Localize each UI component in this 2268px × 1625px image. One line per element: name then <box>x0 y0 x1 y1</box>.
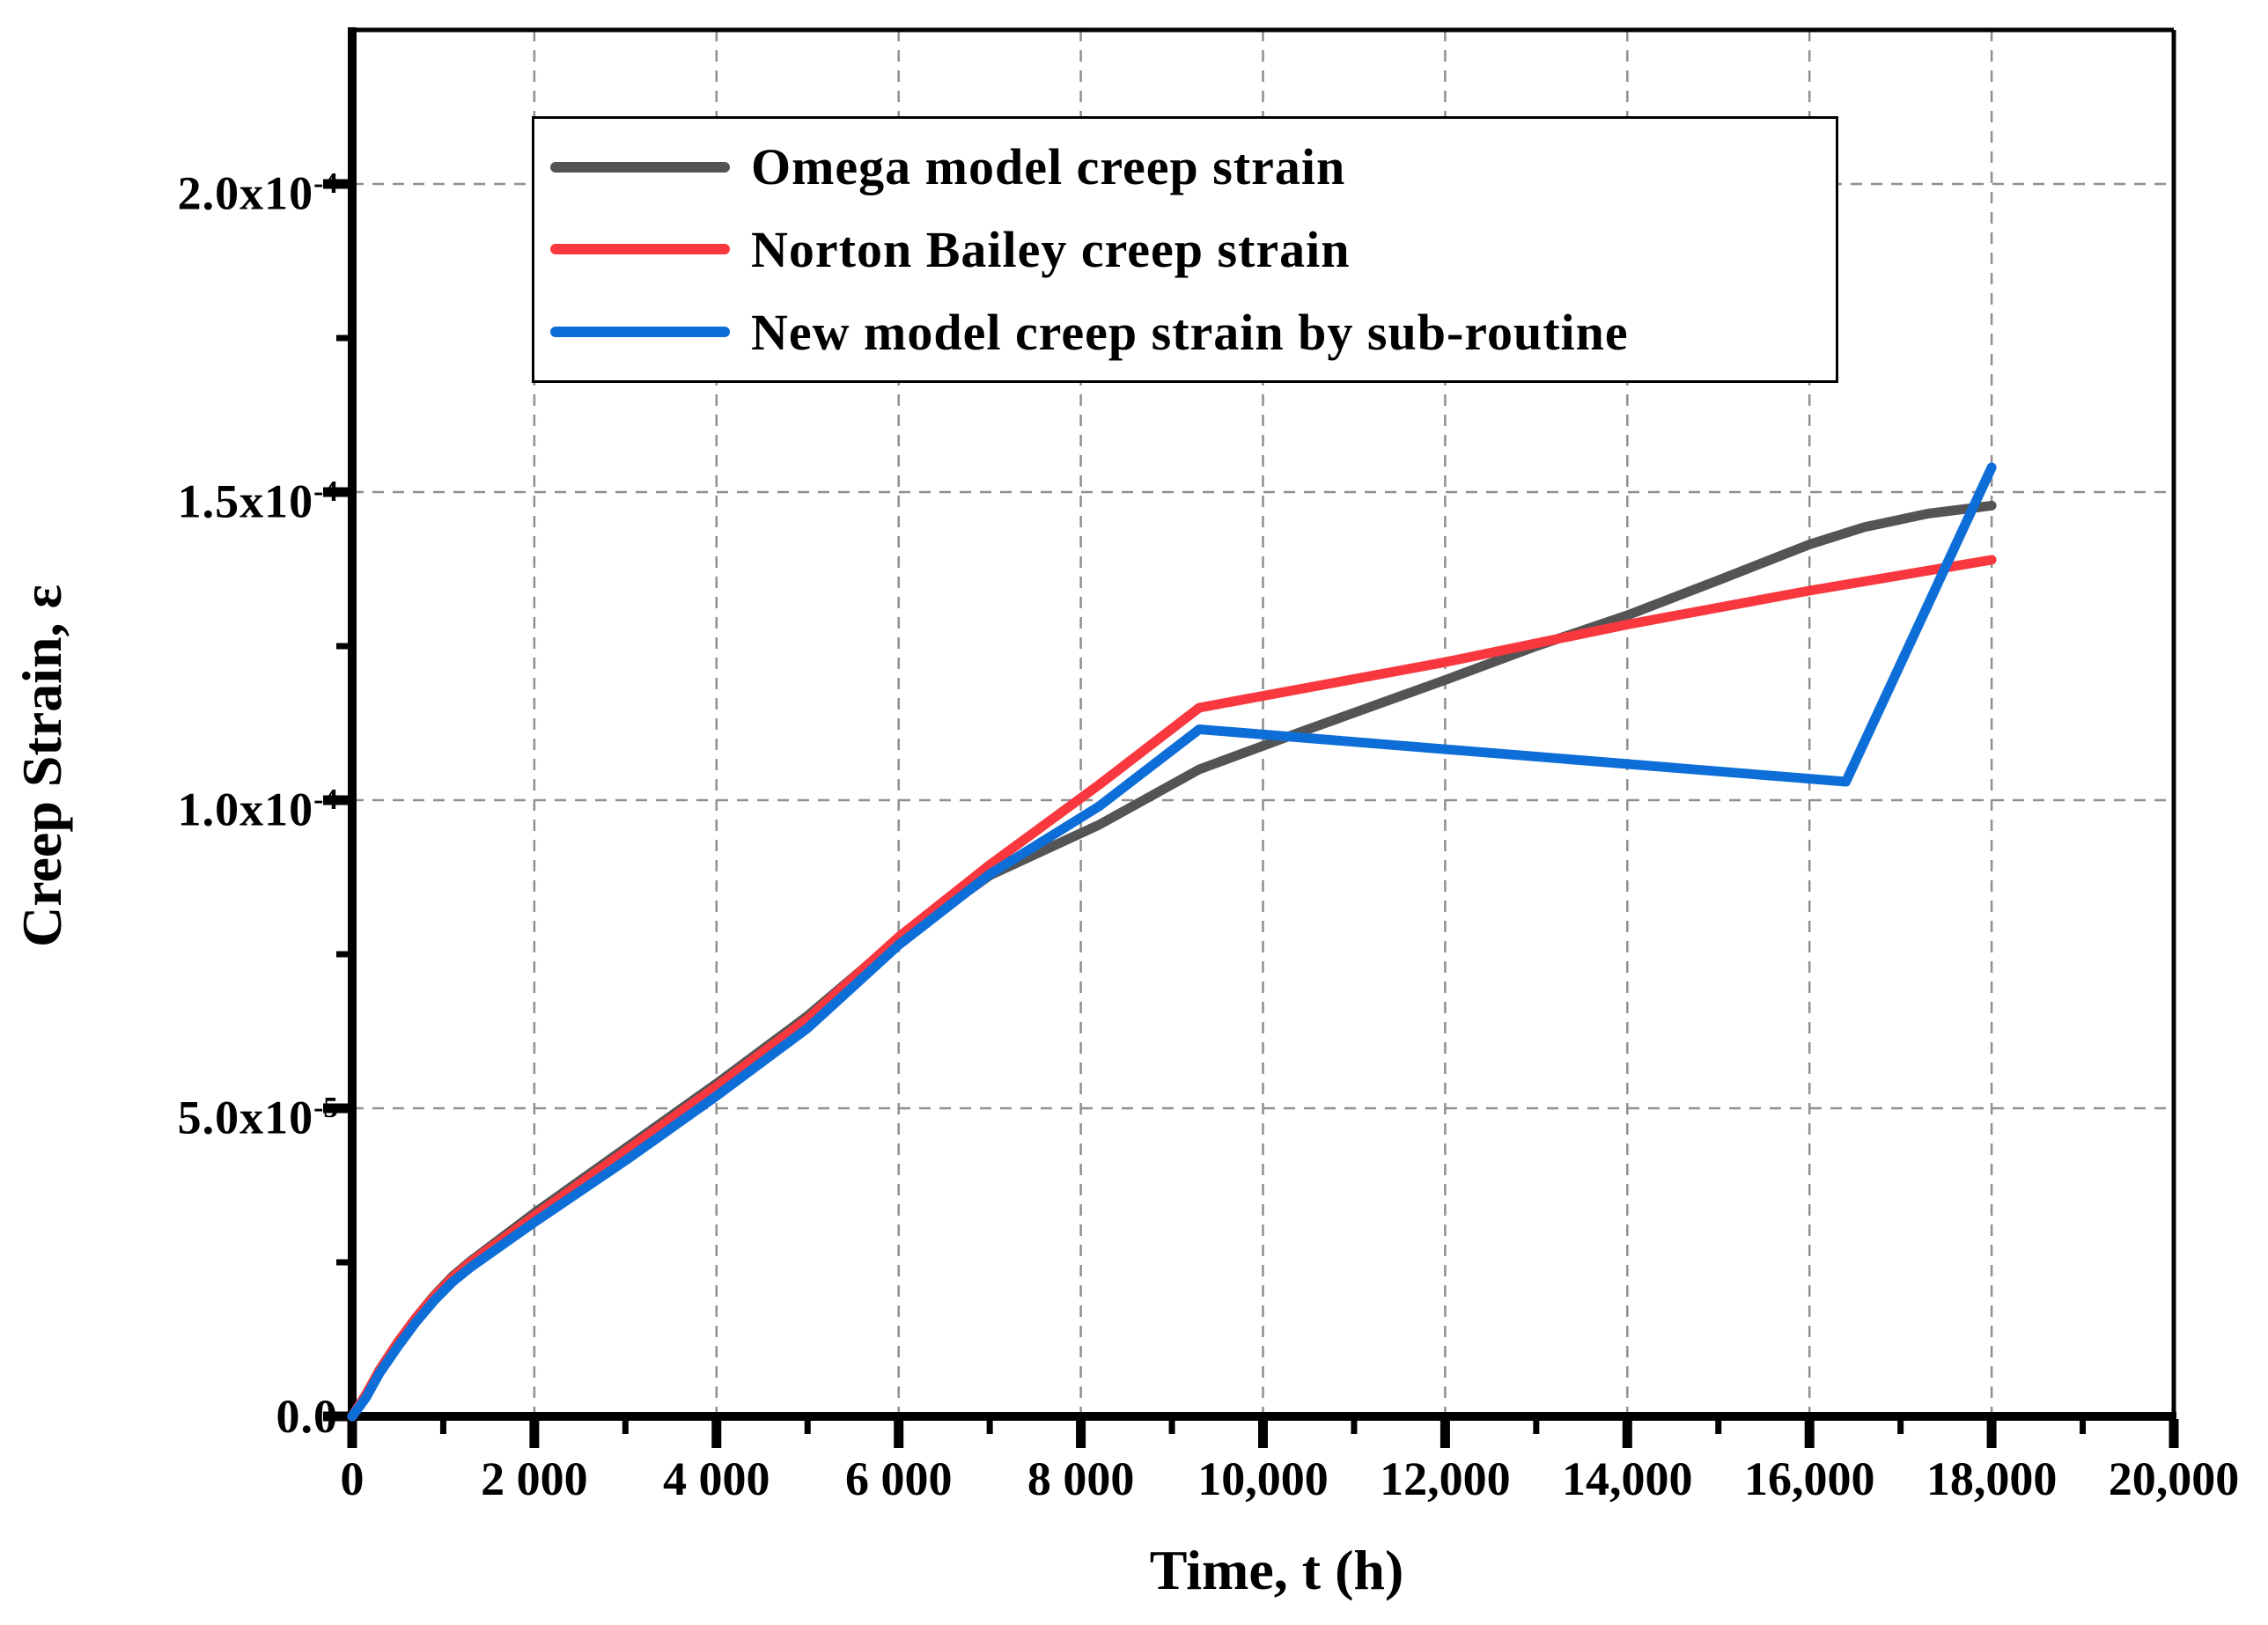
legend-line-swatch <box>550 161 730 173</box>
series-line-omega-model-creep-strain <box>347 500 1997 1422</box>
x-tick-label: 4 000 <box>663 1452 770 1505</box>
series-line-new-model-creep-strain-by-sub-routine <box>347 462 1997 1422</box>
y-tick-label: 1.5x10-4 <box>177 474 338 528</box>
x-tick-label: 10,000 <box>1197 1452 1329 1505</box>
x-axis-title: Time, t (h) <box>1149 1539 1404 1601</box>
y-tick-exponent: -4 <box>313 783 338 816</box>
x-tick-label: 0 <box>340 1452 364 1505</box>
x-tick-label: 14,000 <box>1562 1452 1693 1505</box>
y-tick-label: 5.0x10-5 <box>177 1091 338 1144</box>
x-tick-label: 12,000 <box>1380 1452 1511 1505</box>
y-tick-exponent: -4 <box>313 475 338 508</box>
y-tick-label: 0.0 <box>276 1390 338 1443</box>
y-tick-exponent: -5 <box>313 1092 338 1124</box>
x-tick-label: 18,000 <box>1926 1452 2058 1505</box>
y-tick-label: 1.0x10-4 <box>177 783 338 836</box>
legend: Omega model creep strain Norton Bailey cr… <box>532 116 1838 383</box>
legend-item: New model creep strain by sub-routine <box>534 303 1836 362</box>
x-tick-label: 2 000 <box>481 1452 588 1505</box>
legend-item: Norton Bailey creep strain <box>534 220 1836 279</box>
series-line-norton-bailey-creep-strain <box>347 555 1997 1422</box>
x-tick-label: 16,000 <box>1743 1452 1875 1505</box>
y-tick-label: 2.0x10-4 <box>177 166 338 220</box>
legend-line-swatch <box>550 327 730 338</box>
x-tick-label: 6 000 <box>844 1452 953 1505</box>
legend-line-swatch <box>550 244 730 255</box>
y-axis-title: Creep Strain, ε <box>11 585 73 947</box>
legend-item: Omega model creep strain <box>534 137 1836 196</box>
legend-label: Omega model creep strain <box>751 138 1346 196</box>
x-tick-label: 8 000 <box>1027 1452 1135 1505</box>
x-tick-label: 20,000 <box>2108 1452 2240 1505</box>
legend-label: New model creep strain by sub-routine <box>751 303 1629 361</box>
y-tick-exponent: -4 <box>313 167 338 200</box>
legend-label: Norton Bailey creep strain <box>751 220 1351 278</box>
